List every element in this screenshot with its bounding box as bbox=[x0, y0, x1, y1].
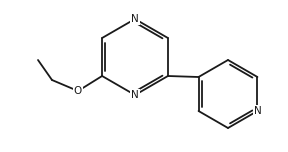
Text: O: O bbox=[74, 86, 82, 96]
Text: N: N bbox=[253, 106, 261, 116]
Text: N: N bbox=[131, 14, 139, 24]
Text: N: N bbox=[131, 90, 139, 100]
